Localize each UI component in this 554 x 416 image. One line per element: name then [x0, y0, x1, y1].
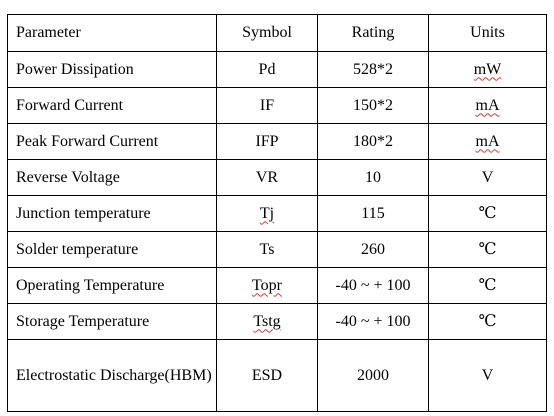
table-row: Storage Temperature Tstg -40 ~ + 100 ℃	[7, 303, 547, 340]
cell-units: ℃	[428, 303, 547, 340]
cell-rating: 115	[317, 195, 429, 232]
cell-parameter: Junction temperature	[7, 195, 217, 232]
cell-symbol: Topr	[216, 267, 318, 304]
cell-symbol: Pd	[216, 51, 318, 88]
cell-units: ℃	[428, 231, 547, 268]
cell-units: V	[428, 159, 547, 196]
cell-parameter: Solder temperature	[7, 231, 217, 268]
table-row: Forward Current IF 150*2 mA	[7, 87, 547, 124]
ratings-table: Parameter Symbol Rating Units Power Diss…	[7, 14, 547, 412]
cell-units: mA	[428, 123, 547, 160]
table-row: Junction temperature Tj 115 ℃	[7, 195, 547, 232]
table-row: Solder temperature Ts 260 ℃	[7, 231, 547, 268]
header-parameter: Parameter	[7, 14, 217, 52]
cell-units: mA	[428, 87, 547, 124]
cell-units: mW	[428, 51, 547, 88]
cell-rating: 180*2	[317, 123, 429, 160]
table-row: Operating Temperature Topr -40 ~ + 100 ℃	[7, 267, 547, 304]
cell-parameter: Forward Current	[7, 87, 217, 124]
header-rating: Rating	[317, 14, 429, 52]
cell-symbol: ESD	[216, 339, 318, 412]
units-text: mA	[475, 96, 500, 114]
cell-units: ℃	[428, 267, 547, 304]
header-symbol: Symbol	[216, 14, 318, 52]
cell-parameter: Reverse Voltage	[7, 159, 217, 196]
cell-parameter: Electrostatic Discharge(HBM)	[7, 339, 217, 412]
cell-parameter: Power Dissipation	[7, 51, 217, 88]
symbol-text: Topr	[252, 276, 282, 294]
header-units: Units	[428, 14, 547, 52]
cell-rating: 2000	[317, 339, 429, 412]
cell-symbol: VR	[216, 159, 318, 196]
cell-symbol: IFP	[216, 123, 318, 160]
units-text: mA	[475, 132, 500, 150]
cell-rating: -40 ~ + 100	[317, 303, 429, 340]
units-text: mW	[473, 60, 502, 78]
cell-units: ℃	[428, 195, 547, 232]
table-row: Peak Forward Current IFP 180*2 mA	[7, 123, 547, 160]
cell-rating: 150*2	[317, 87, 429, 124]
cell-rating: 10	[317, 159, 429, 196]
cell-symbol: Ts	[216, 231, 318, 268]
cell-symbol: Tstg	[216, 303, 318, 340]
table-row: Electrostatic Discharge(HBM) ESD 2000 V	[7, 339, 547, 412]
cell-rating: 260	[317, 231, 429, 268]
header-row: Parameter Symbol Rating Units	[7, 14, 547, 52]
cell-rating: -40 ~ + 100	[317, 267, 429, 304]
cell-symbol: Tj	[216, 195, 318, 232]
cell-parameter: Operating Temperature	[7, 267, 217, 304]
table-row: Reverse Voltage VR 10 V	[7, 159, 547, 196]
symbol-text: Tstg	[253, 312, 281, 330]
cell-units: V	[428, 339, 547, 412]
cell-symbol: IF	[216, 87, 318, 124]
cell-parameter: Storage Temperature	[7, 303, 217, 340]
table-row: Power Dissipation Pd 528*2 mW	[7, 51, 547, 88]
cell-rating: 528*2	[317, 51, 429, 88]
symbol-text: Tj	[259, 204, 275, 222]
cell-parameter: Peak Forward Current	[7, 123, 217, 160]
